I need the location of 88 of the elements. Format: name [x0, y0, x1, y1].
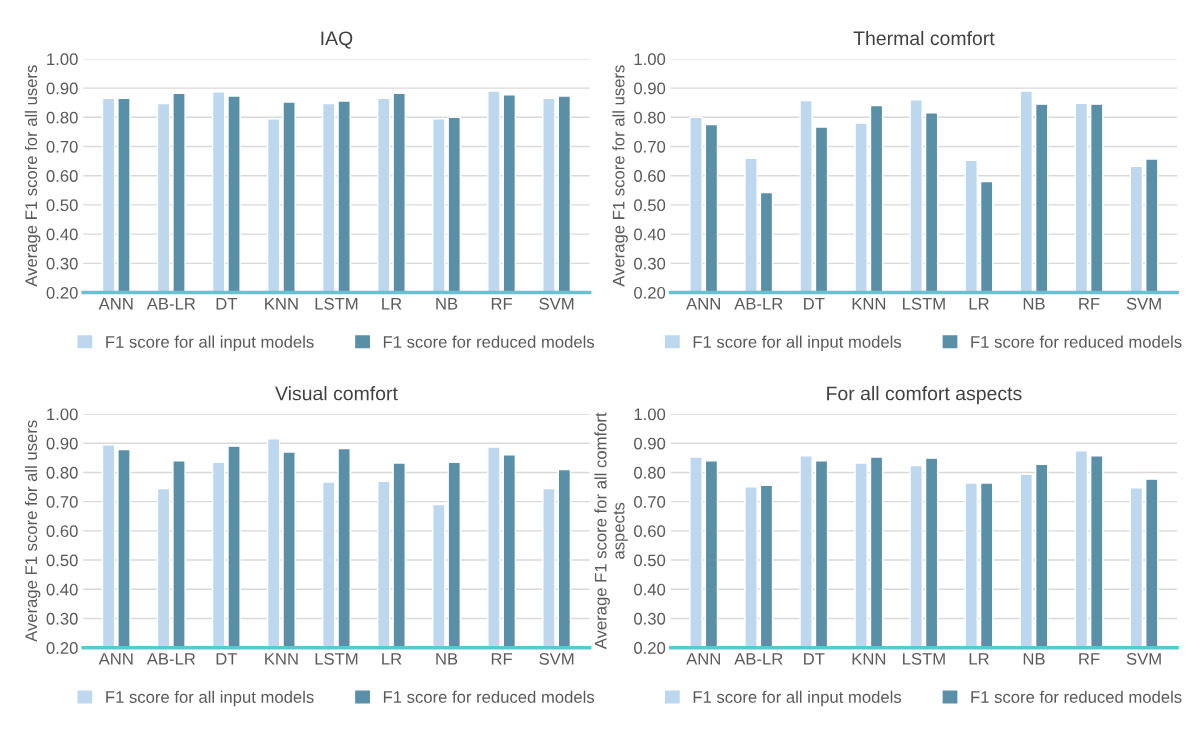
x-tick-label: ANN	[98, 298, 133, 310]
x-tick-label: RF	[1079, 653, 1100, 665]
x-tick-label: SVM	[1126, 297, 1161, 310]
legend-label: F1 score for all input models	[693, 690, 902, 707]
x-tick-label: LR	[382, 653, 402, 665]
x-tick-label: ANN	[686, 653, 720, 665]
y-tick-label: 1.00	[634, 53, 666, 66]
y-tick-label: 0.90	[634, 82, 666, 95]
x-tick-label: DT	[216, 653, 238, 665]
chart-title: For all comfort aspects	[827, 386, 1022, 405]
x-tick-label: NB	[436, 653, 458, 665]
x-tick-label: SVM	[539, 297, 574, 310]
y-tick-label: 0.60	[46, 525, 78, 538]
chart-title: Visual comfort	[275, 386, 398, 401]
y-tick-label: 0.40	[634, 583, 666, 596]
y-tick-label: 0.20	[634, 642, 666, 654]
y-tick-label: 0.70	[634, 496, 666, 508]
x-tick-label: RF	[1079, 298, 1100, 310]
y-tick-label: 0.70	[46, 140, 78, 153]
y-tick-label: 1.00	[47, 408, 78, 421]
y-tick-label: 0.60	[46, 170, 78, 182]
x-tick-label: AB-LR	[146, 298, 196, 310]
x-tick-label: LSTM	[903, 652, 945, 665]
y-tick-label: 0.90	[634, 437, 666, 450]
x-tick-label: RF	[491, 298, 513, 310]
x-tick-label: DT	[804, 653, 825, 665]
x-tick-label: NB	[1023, 653, 1045, 665]
x-tick-label: KNN	[852, 653, 886, 665]
x-tick-label: NB	[436, 298, 458, 310]
x-tick-label: NB	[1023, 298, 1045, 310]
y-tick-label: 0.60	[634, 525, 666, 538]
x-tick-label: KNN	[265, 653, 298, 665]
x-tick-label: SVM	[1126, 652, 1161, 665]
y-tick-label: 0.60	[634, 170, 666, 182]
y-tick-label: 0.80	[46, 466, 78, 479]
y-tick-label: 0.90	[46, 437, 78, 450]
x-tick-label: LR	[382, 298, 402, 310]
y-tick-label: 0.30	[46, 612, 78, 625]
y-tick-label: 0.70	[46, 496, 78, 508]
x-tick-label: LSTM	[903, 297, 945, 310]
legend-label: F1 score for all input models	[106, 690, 314, 707]
y-tick-label: 0.90	[46, 82, 78, 95]
x-tick-label: KNN	[265, 298, 298, 310]
y-tick-label: 0.50	[634, 554, 666, 567]
x-tick-label: LSTM	[315, 297, 358, 310]
x-tick-label: RF	[491, 653, 513, 665]
x-tick-label: KNN	[852, 298, 886, 310]
legend-label: F1 score for all input models	[693, 335, 902, 352]
y-axis-title: Average F1 score for all users	[24, 65, 41, 287]
y-tick-label: 0.40	[46, 228, 78, 241]
y-tick-label: 0.40	[46, 583, 78, 596]
y-axis-title: Average F1 score for all users	[24, 420, 41, 642]
y-tick-label: 0.70	[634, 140, 666, 153]
y-tick-label: 0.20	[46, 642, 78, 654]
y-tick-label: 0.50	[46, 199, 78, 212]
legend-label: F1 score for reduced models	[383, 335, 595, 348]
y-tick-label: 0.30	[634, 612, 666, 625]
x-tick-label: LR	[969, 653, 989, 665]
legend-label: F1 score for reduced models	[971, 690, 1182, 703]
x-tick-label: DT	[216, 298, 238, 310]
y-tick-label: 0.20	[46, 286, 78, 299]
x-tick-label: AB-LR	[146, 653, 196, 665]
y-tick-label: 0.30	[46, 257, 78, 270]
y-tick-label: 1.00	[47, 53, 78, 66]
x-tick-label: DT	[804, 298, 825, 310]
y-tick-label: 0.80	[46, 111, 78, 124]
y-tick-label: 0.50	[46, 554, 78, 567]
legend-label: F1 score for reduced models	[383, 690, 595, 703]
chart-title: IAQ	[321, 31, 353, 49]
x-tick-label: ANN	[686, 298, 720, 310]
x-tick-label: SVM	[539, 652, 574, 665]
legend-label: F1 score for all input models	[106, 335, 314, 352]
x-tick-label: LR	[969, 298, 989, 310]
y-axis-title: Average F1 score for all users	[612, 65, 628, 287]
y-tick-label: 0.80	[634, 111, 666, 124]
x-tick-label: AB-LR	[734, 653, 783, 665]
y-tick-label: 0.20	[634, 286, 666, 299]
y-tick-label: 0.40	[634, 228, 666, 241]
x-tick-label: AB-LR	[734, 298, 783, 310]
y-tick-label: 1.00	[634, 408, 666, 421]
chart-title: Thermal comfort	[853, 30, 995, 46]
legend-label: F1 score for reduced models	[971, 335, 1182, 348]
y-tick-label: 0.50	[634, 199, 666, 212]
x-tick-label: LSTM	[315, 652, 358, 665]
y-tick-label: 0.30	[634, 257, 666, 270]
y-axis-title: Average F1 score for all comfort aspects	[594, 412, 628, 650]
y-tick-label: 0.80	[634, 466, 666, 479]
x-tick-label: ANN	[98, 653, 133, 665]
